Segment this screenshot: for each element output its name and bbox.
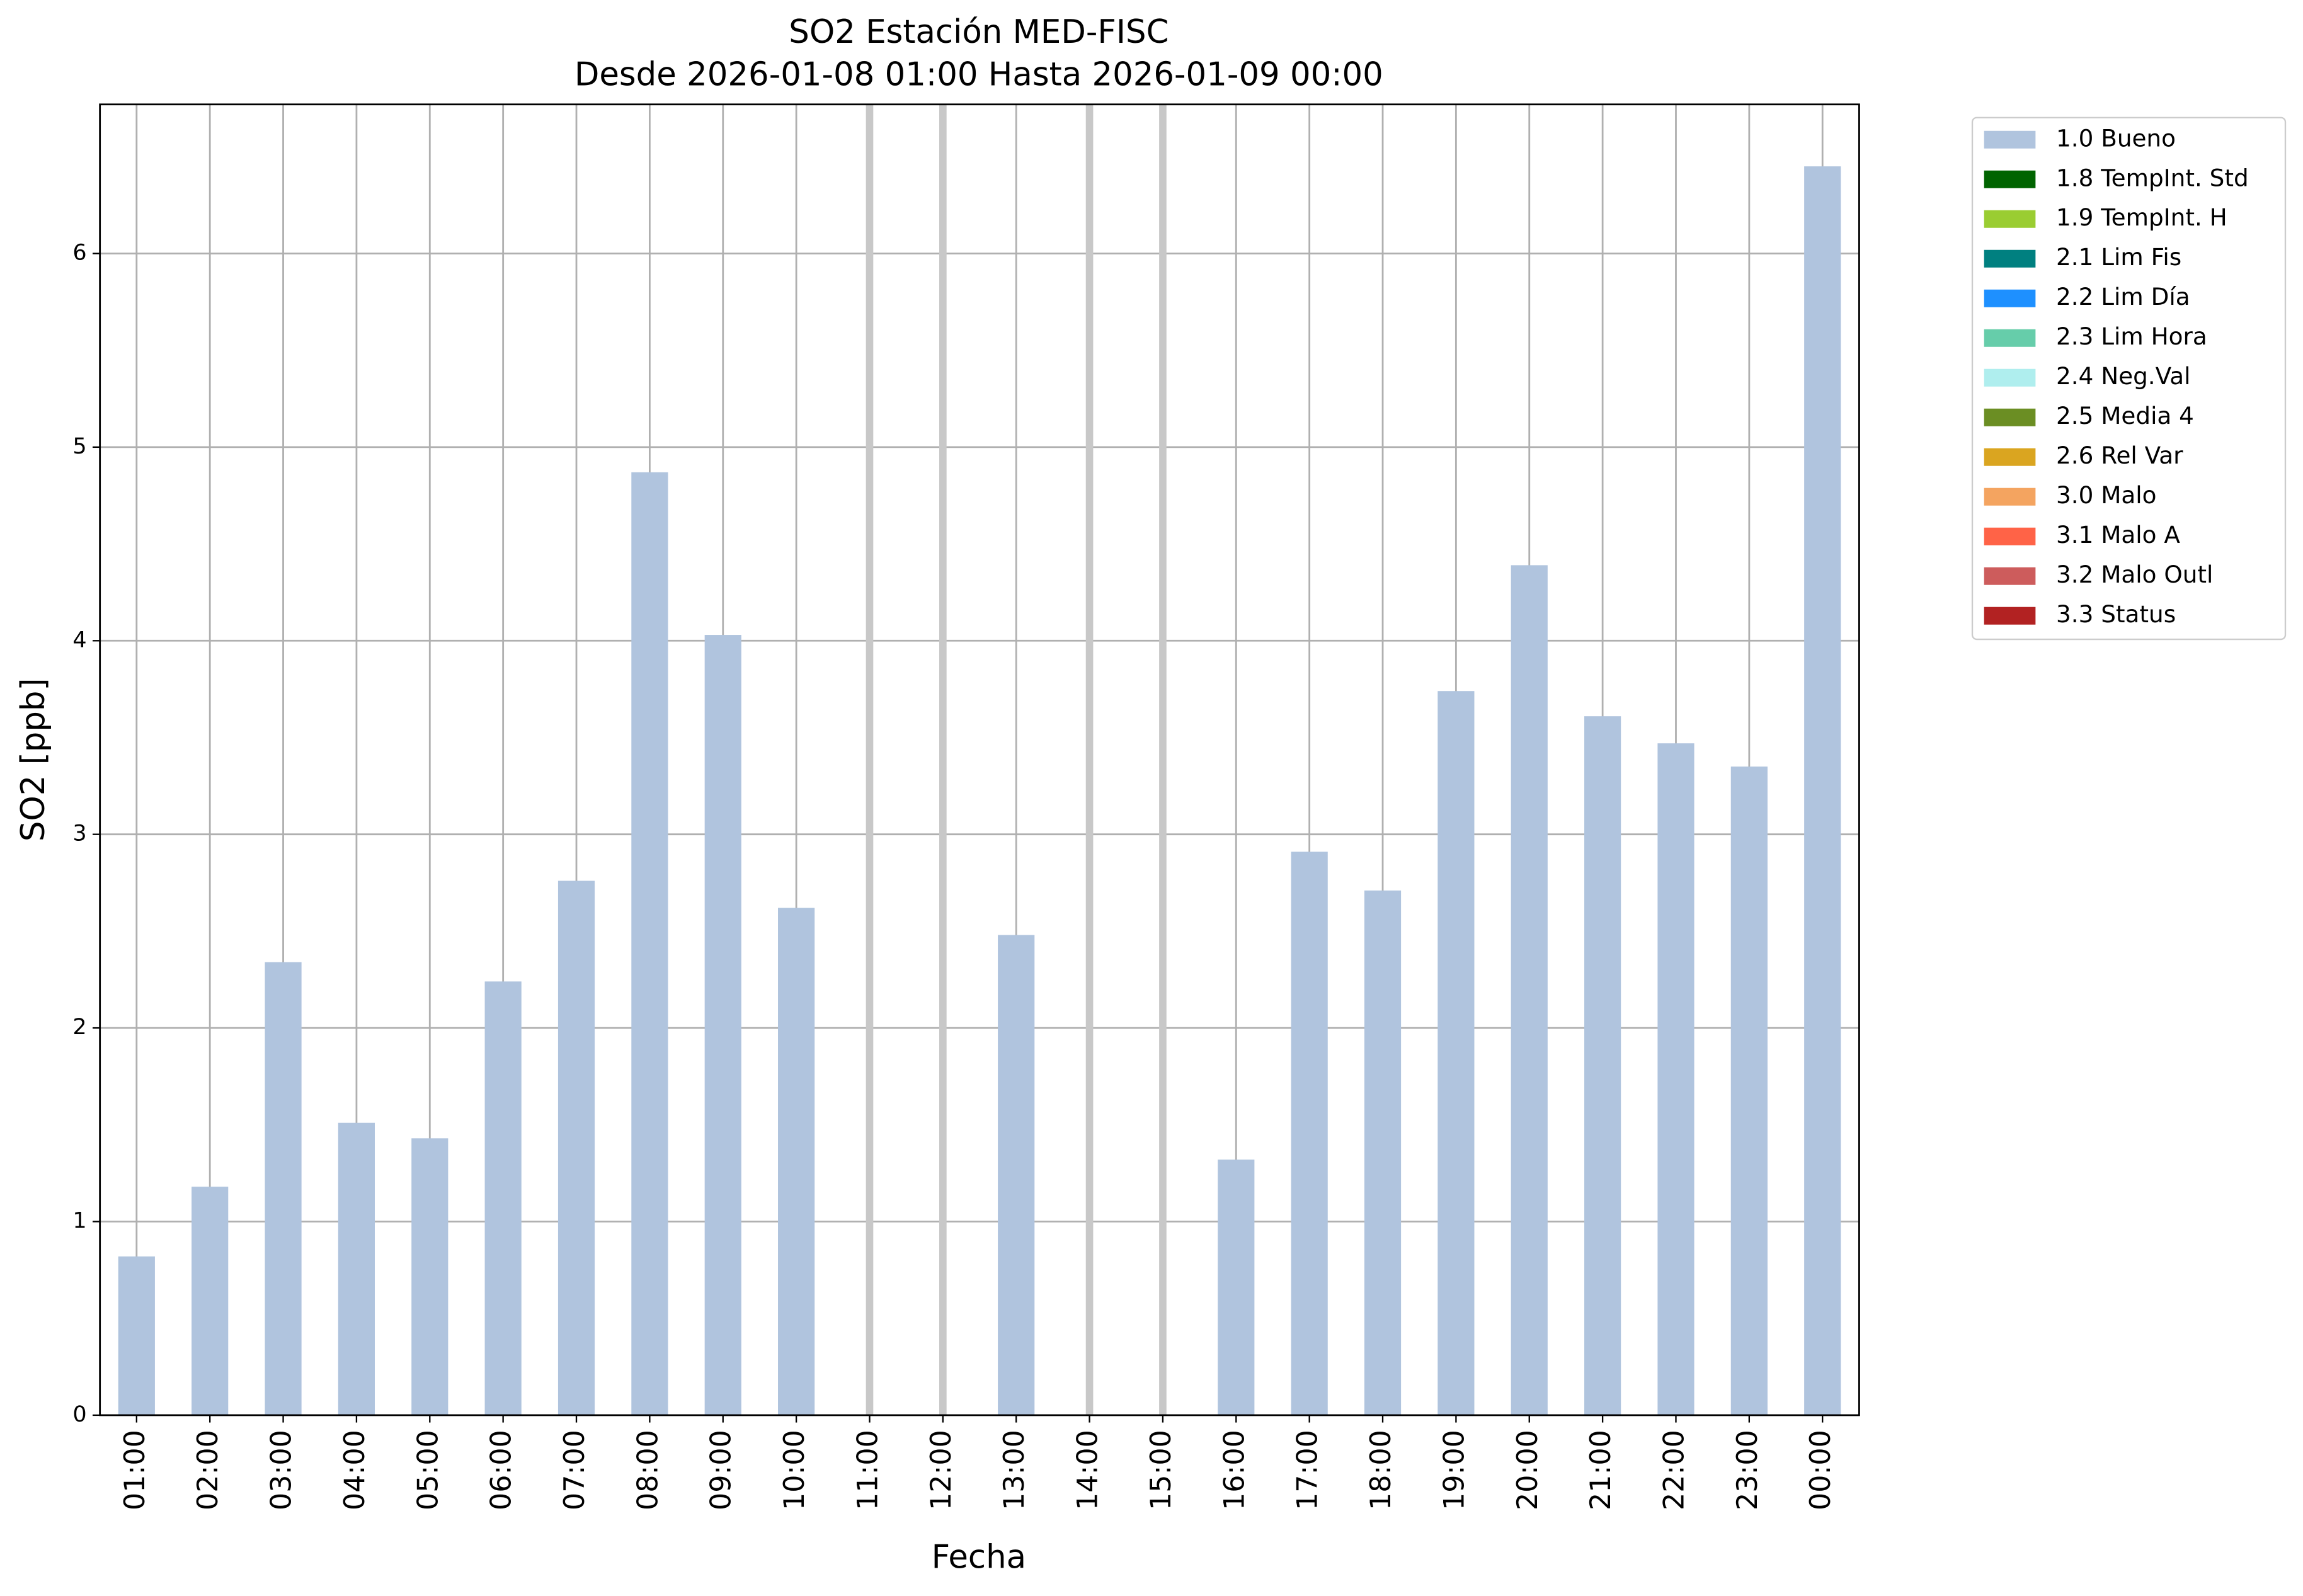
x-tick-label: 13:00 xyxy=(998,1430,1031,1510)
legend-box xyxy=(1971,117,2287,641)
x-tick-label: 09:00 xyxy=(706,1430,738,1510)
x-tick-label: 23:00 xyxy=(1732,1430,1764,1510)
x-tick-label: 03:00 xyxy=(266,1430,298,1510)
x-tick-label: 01:00 xyxy=(119,1430,151,1510)
x-tick-label: 21:00 xyxy=(1585,1430,1617,1510)
x-tick-label: 07:00 xyxy=(559,1430,591,1510)
legend-swatch xyxy=(1984,130,2036,149)
x-tick-label: 16:00 xyxy=(1218,1430,1250,1510)
x-tick-label: 11:00 xyxy=(852,1430,884,1510)
x-axis-label: Fecha xyxy=(932,1539,1026,1576)
y-tick-label: 5 xyxy=(72,434,86,459)
bar xyxy=(1804,166,1841,1415)
x-tick-label: 08:00 xyxy=(632,1430,664,1510)
bar xyxy=(265,962,302,1415)
plot-frame xyxy=(99,103,1860,1416)
y-tick-label: 0 xyxy=(72,1402,86,1427)
x-tick-label: 04:00 xyxy=(339,1430,371,1510)
bar xyxy=(1657,743,1694,1415)
x-tick-label: 18:00 xyxy=(1365,1430,1397,1510)
legend-swatch xyxy=(1984,329,2036,347)
legend-label: 2.2 Lim Día xyxy=(2056,283,2190,311)
bar xyxy=(411,1138,449,1415)
y-tick-label: 1 xyxy=(72,1209,86,1234)
x-tick-label: 17:00 xyxy=(1292,1430,1324,1510)
y-tick-label: 3 xyxy=(72,821,86,846)
bar xyxy=(338,1122,375,1415)
x-tick-label: 05:00 xyxy=(412,1430,444,1510)
legend-label: 3.0 Malo xyxy=(2056,481,2156,509)
legend-swatch xyxy=(1984,607,2036,625)
legend-label: 2.1 Lim Fis xyxy=(2056,243,2181,271)
legend-label: 1.0 Bueno xyxy=(2056,124,2176,152)
y-tick-label: 2 xyxy=(72,1015,86,1040)
chart-title: SO2 Estación MED-FISC xyxy=(789,13,1169,51)
legend-label: 2.6 Rel Var xyxy=(2056,442,2183,469)
bar xyxy=(1511,565,1548,1415)
x-tick-label: 02:00 xyxy=(192,1430,224,1510)
bar xyxy=(1584,716,1621,1415)
x-tick-label: 19:00 xyxy=(1438,1430,1470,1510)
legend-swatch xyxy=(1984,210,2036,228)
legend-label: 2.3 Lim Hora xyxy=(2056,322,2207,350)
legend-label: 1.9 TempInt. H xyxy=(2056,203,2227,231)
bar xyxy=(557,881,595,1415)
y-axis-label: SO2 [ppb] xyxy=(14,678,52,842)
legend-label: 2.4 Neg.Val xyxy=(2056,362,2190,390)
x-tick-label: 10:00 xyxy=(779,1430,811,1510)
y-tick-label: 6 xyxy=(72,240,86,265)
bar xyxy=(778,908,815,1415)
legend-swatch xyxy=(1984,289,2036,307)
x-tick-label: 15:00 xyxy=(1145,1430,1177,1510)
y-tick-label: 4 xyxy=(72,627,86,653)
bar xyxy=(631,472,668,1415)
bar xyxy=(704,635,741,1415)
legend-label: 3.2 Malo Outl xyxy=(2056,561,2213,588)
legend-swatch xyxy=(1984,408,2036,426)
legend-label: 1.8 TempInt. Std xyxy=(2056,164,2249,191)
x-tick-label: 00:00 xyxy=(1805,1430,1837,1510)
legend-swatch xyxy=(1984,170,2036,188)
legend-label: 3.1 Malo A xyxy=(2056,521,2180,549)
bar xyxy=(1364,890,1402,1415)
bar xyxy=(998,935,1035,1415)
x-tick-label: 20:00 xyxy=(1512,1430,1544,1510)
legend-swatch xyxy=(1984,527,2036,545)
x-tick-label: 06:00 xyxy=(486,1430,518,1510)
bar xyxy=(1437,691,1475,1415)
bar xyxy=(1218,1160,1255,1415)
x-tick-label: 14:00 xyxy=(1072,1430,1104,1510)
legend-swatch xyxy=(1984,487,2036,506)
bar xyxy=(1291,852,1328,1415)
chart-subtitle: Desde 2026-01-08 01:00 Hasta 2026-01-09 … xyxy=(574,55,1383,93)
x-tick-label: 22:00 xyxy=(1658,1430,1690,1510)
legend-label: 3.3 Status xyxy=(2056,600,2176,628)
bar xyxy=(118,1256,155,1415)
legend-swatch xyxy=(1984,448,2036,466)
bar xyxy=(191,1187,229,1415)
legend-label: 2.5 Media 4 xyxy=(2056,402,2194,430)
legend-swatch xyxy=(1984,368,2036,387)
x-tick-label: 12:00 xyxy=(925,1430,957,1510)
legend-swatch xyxy=(1984,567,2036,585)
bar xyxy=(484,981,522,1415)
legend-swatch xyxy=(1984,249,2036,268)
bar xyxy=(1730,767,1768,1415)
